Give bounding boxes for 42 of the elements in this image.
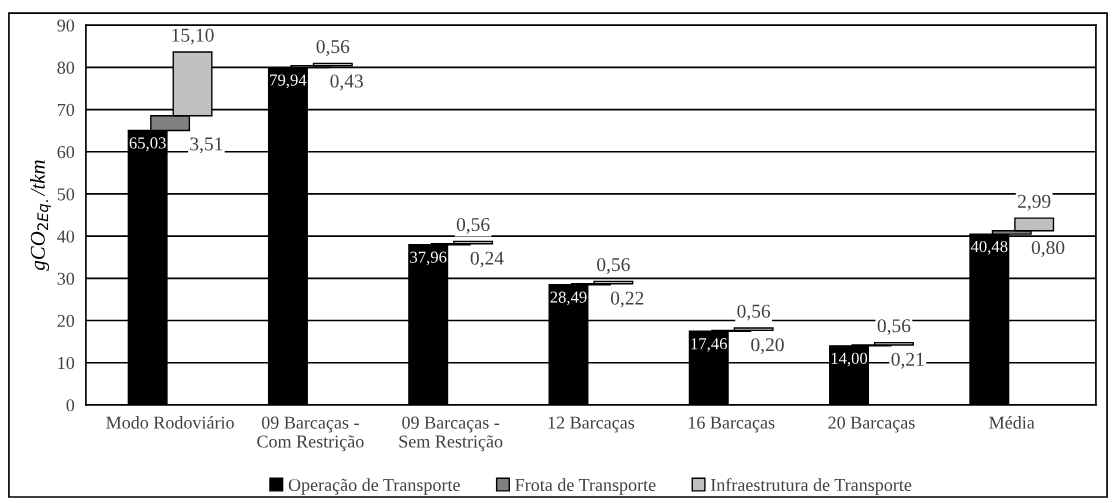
y-tick-label: 20 (57, 314, 75, 327)
data-label: 0,56 (316, 40, 350, 56)
data-label: 2,99 (1018, 194, 1051, 211)
x-tick-label: 16 Barcaças (688, 416, 775, 433)
y-tick-label: 40 (57, 230, 75, 243)
x-tick-label: Modo Rodoviário (106, 416, 234, 429)
x-tick-label: 09 Barcaças - Com Restrição (257, 416, 364, 452)
data-label: 17,46 (691, 338, 728, 352)
y-tick-label: 30 (57, 272, 75, 285)
y-tick-label: 50 (57, 188, 75, 201)
y-tick-label: 0 (66, 399, 75, 412)
data-label: 0,22 (610, 291, 644, 308)
y-tick-label: 10 (58, 356, 75, 370)
data-label: 0,21 (891, 352, 924, 369)
data-label: 37,96 (410, 251, 447, 266)
legend-label: Operação de Transporte (288, 478, 460, 495)
x-tick-label: 20 Barcaças (828, 416, 915, 433)
legend-label: Infraestrutura de Transporte (710, 478, 912, 495)
data-label: 0,43 (330, 74, 363, 91)
x-tick-label: Média (989, 416, 1035, 429)
data-label: 40,48 (970, 240, 1008, 255)
y-tick-label: 70 (57, 103, 75, 116)
data-label: 0,20 (751, 338, 784, 355)
data-label: 0,24 (470, 251, 504, 268)
y-tick-label: 90 (57, 19, 75, 32)
data-label: 14,00 (831, 352, 868, 367)
data-label: 15,10 (172, 28, 214, 45)
data-label: 0,56 (597, 258, 630, 274)
x-tick-label: 09 Barcaças - Sem Restrição (399, 416, 503, 452)
y-tick-label: 60 (57, 146, 75, 159)
data-label: 79,94 (270, 74, 307, 89)
legend-label: Frota de Transporte (515, 478, 656, 495)
data-label: 0,80 (1031, 241, 1065, 257)
y-axis-title: gCO$_{2Eq.}$/tkm (30, 160, 52, 271)
data-label: 0,56 (877, 319, 911, 336)
x-tick-label: 12 Barcaças (548, 416, 635, 433)
data-label: 3,51 (190, 137, 223, 154)
data-label: 0,56 (456, 217, 490, 234)
y-tick-label: 80 (57, 61, 75, 74)
data-label: 0,56 (737, 304, 771, 321)
data-label: 28,49 (550, 291, 587, 306)
data-label: 65,03 (129, 137, 166, 151)
